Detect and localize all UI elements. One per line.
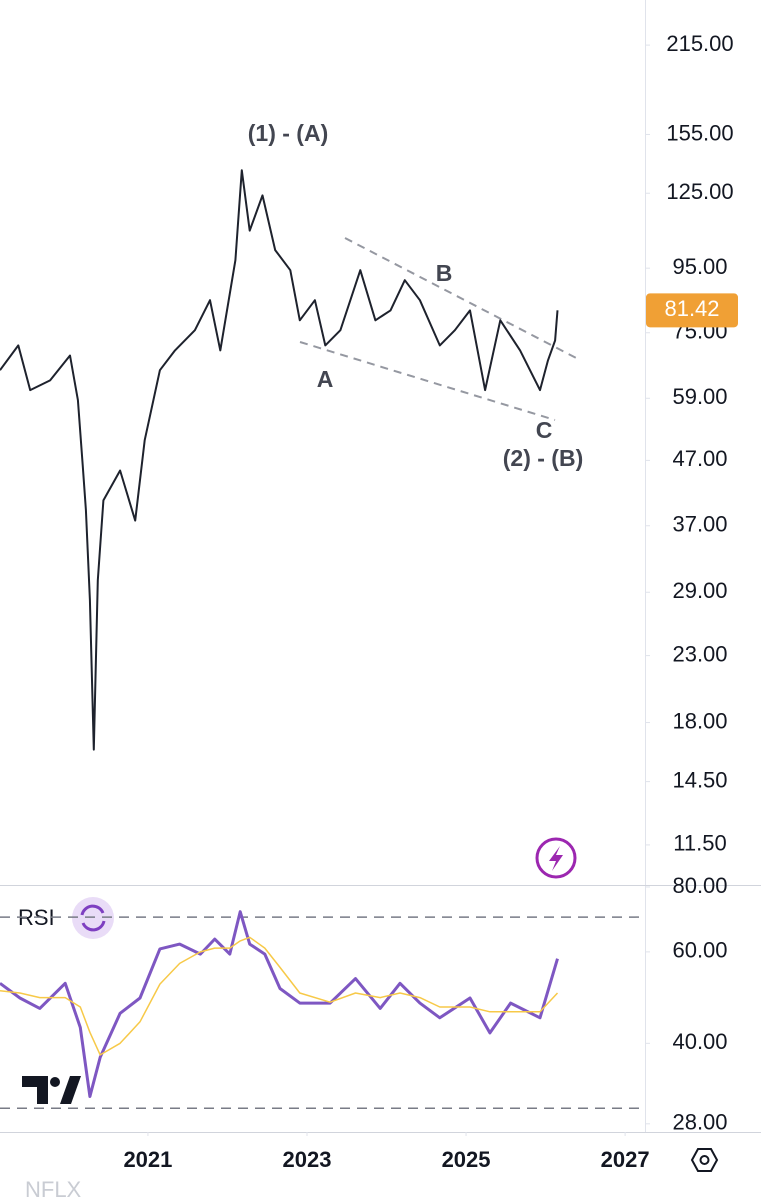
x-tick-label: 2027 [601,1147,650,1172]
y-tick-label: 29.00 [672,578,727,603]
settings-hex-icon[interactable] [690,1148,719,1172]
y-tick-label: 23.00 [672,641,727,666]
channel-upper [344,237,581,361]
y-tick-label: 125.00 [666,179,733,204]
y-tick-label: 95.00 [672,254,727,279]
wave-label: (1) - (A) [248,120,328,146]
channel-lower [299,341,556,421]
y-tick-label: 28.00 [672,1110,727,1135]
wave-label: C [536,417,553,443]
rsi-line [0,910,559,1098]
wave-label: B [436,260,453,286]
y-tick-label: 215.00 [666,31,733,56]
y-tick-label: 80.00 [672,873,727,898]
last-price-label: 81.42 [664,296,719,321]
x-tick-label: 2021 [123,1147,172,1172]
y-tick-label: 47.00 [672,446,727,471]
y-tick-label: 59.00 [672,384,727,409]
y-tick-label: 14.50 [672,767,727,792]
x-tick-label: 2023 [283,1147,332,1172]
y-tick-label: 18.00 [672,708,727,733]
tradingview-logo [22,1076,81,1104]
symbol-label: NFLX [25,1177,82,1200]
rsi-settings-icon[interactable] [72,897,114,939]
y-tick-label: 60.00 [672,938,727,963]
y-tick-label: 40.00 [672,1029,727,1054]
rsi-ma-line [0,936,559,1056]
y-tick-label: 11.50 [673,831,726,856]
wave-label: A [317,366,334,392]
y-tick-label: 37.00 [672,512,727,537]
y-tick-label: 155.00 [666,120,733,145]
price-line [0,169,559,751]
lightning-icon[interactable] [535,837,577,879]
x-tick-label: 2025 [442,1147,491,1172]
last-price-box [646,293,738,328]
wave-label: (2) - (B) [503,445,583,471]
